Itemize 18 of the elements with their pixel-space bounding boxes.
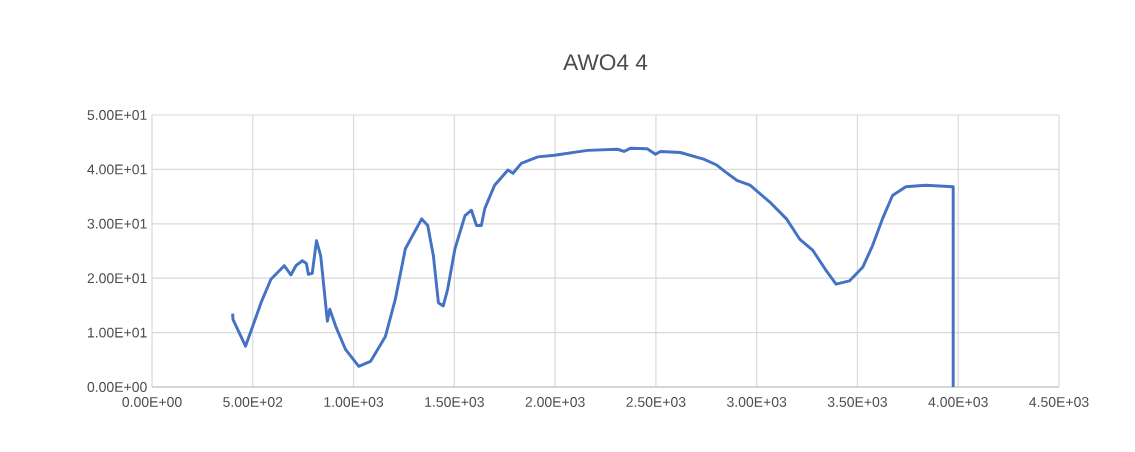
y-tick-label: 3.00E+01	[87, 218, 147, 229]
x-tick-label: 4.00E+03	[928, 397, 988, 407]
y-tick-label: 5.00E+01	[87, 110, 147, 120]
y-tick-label: 2.00E+01	[87, 273, 147, 284]
y-tick-label: 4.00E+01	[87, 164, 147, 175]
x-tick-label: 2.00E+03	[525, 397, 585, 407]
x-tick-label: 3.00E+03	[727, 397, 787, 407]
y-tick-label: 0.00E+00	[87, 382, 147, 392]
x-tick-label: 5.00E+02	[223, 397, 283, 407]
x-tick-label: 3.50E+03	[827, 397, 887, 407]
x-tick-label: 4.50E+03	[1029, 397, 1089, 407]
x-tick-label: 0.00E+00	[122, 397, 182, 407]
x-tick-label: 1.50E+03	[425, 397, 484, 407]
x-tick-label: 1.00E+03	[324, 397, 384, 407]
y-tick-label: 1.00E+01	[88, 327, 147, 338]
line-series	[231, 146, 955, 389]
x-tick-label: 2.50E+03	[626, 397, 686, 407]
chart-title: AWO4 4	[563, 54, 648, 71]
